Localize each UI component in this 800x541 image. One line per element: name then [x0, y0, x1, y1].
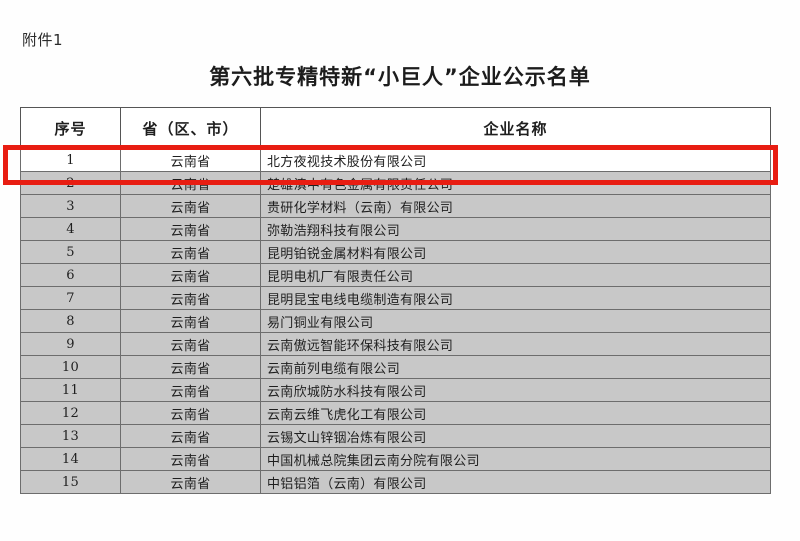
- cell-index: 3: [20, 194, 121, 218]
- column-header-province: 省（区、市）: [120, 107, 261, 149]
- table-row: 12 云南省 云南云维飞虎化工有限公司: [20, 401, 771, 425]
- cell-company-name: 云锡文山锌铟冶炼有限公司: [260, 424, 771, 448]
- page-title: 第六批专精特新“小巨人”企业公示名单: [209, 65, 591, 89]
- table-row: 15 云南省 中铝铝箔（云南）有限公司: [20, 470, 771, 494]
- table-row: 11 云南省 云南欣城防水科技有限公司: [20, 378, 771, 402]
- cell-province: 云南省: [120, 309, 261, 333]
- cell-company-name: 弥勒浩翔科技有限公司: [260, 217, 771, 241]
- cell-company-name: 云南傲远智能环保科技有限公司: [260, 332, 771, 356]
- cell-province: 云南省: [120, 240, 261, 264]
- cell-company-name: 昆明铂锐金属材料有限公司: [260, 240, 771, 264]
- table-row: 2 云南省 楚雄滇中有色金属有限责任公司: [20, 171, 771, 195]
- table-row: 7 云南省 昆明昆宝电线电缆制造有限公司: [20, 286, 771, 310]
- cell-province: 云南省: [120, 263, 261, 287]
- cell-province: 云南省: [120, 470, 261, 494]
- table-row: 5 云南省 昆明铂锐金属材料有限公司: [20, 240, 771, 264]
- cell-company-name: 昆明电机厂有限责任公司: [260, 263, 771, 287]
- cell-province: 云南省: [120, 332, 261, 356]
- cell-index: 15: [20, 470, 121, 494]
- table-row: 6 云南省 昆明电机厂有限责任公司: [20, 263, 771, 287]
- cell-company-name: 北方夜视技术股份有限公司: [260, 148, 771, 172]
- table-row: 1 云南省 北方夜视技术股份有限公司: [20, 148, 771, 172]
- cell-index: 9: [20, 332, 121, 356]
- cell-index: 8: [20, 309, 121, 333]
- table-row: 4 云南省 弥勒浩翔科技有限公司: [20, 217, 771, 241]
- cell-company-name: 云南前列电缆有限公司: [260, 355, 771, 379]
- table-header-row: 序号 省（区、市） 企业名称: [20, 107, 771, 149]
- cell-company-name: 中国机械总院集团云南分院有限公司: [260, 447, 771, 471]
- cell-index: 10: [20, 355, 121, 379]
- cell-index: 11: [20, 378, 121, 402]
- cell-index: 12: [20, 401, 121, 425]
- cell-company-name: 云南云维飞虎化工有限公司: [260, 401, 771, 425]
- cell-index: 4: [20, 217, 121, 241]
- cell-index: 2: [20, 171, 121, 195]
- column-header-index: 序号: [20, 107, 121, 149]
- table-row: 8 云南省 易门铜业有限公司: [20, 309, 771, 333]
- cell-index: 13: [20, 424, 121, 448]
- table-header: 序号 省（区、市） 企业名称: [20, 107, 771, 149]
- table-row: 13 云南省 云锡文山锌铟冶炼有限公司: [20, 424, 771, 448]
- cell-province: 云南省: [120, 401, 261, 425]
- cell-index: 5: [20, 240, 121, 264]
- cell-company-name: 贵研化学材料（云南）有限公司: [260, 194, 771, 218]
- table-row: 14 云南省 中国机械总院集团云南分院有限公司: [20, 447, 771, 471]
- cell-province: 云南省: [120, 286, 261, 310]
- cell-company-name: 云南欣城防水科技有限公司: [260, 378, 771, 402]
- company-listing-table: 序号 省（区、市） 企业名称 1 云南省 北方夜视技术股份有限公司 2 云南省 楚雄滇中有…: [20, 107, 771, 494]
- cell-company-name: 中铝铝箔（云南）有限公司: [260, 470, 771, 494]
- cell-company-name: 昆明昆宝电线电缆制造有限公司: [260, 286, 771, 310]
- table-row: 10 云南省 云南前列电缆有限公司: [20, 355, 771, 379]
- table-row: 9 云南省 云南傲远智能环保科技有限公司: [20, 332, 771, 356]
- cell-province: 云南省: [120, 148, 261, 172]
- attachment-label: 附件1: [22, 31, 64, 49]
- cell-index: 7: [20, 286, 121, 310]
- column-header-company: 企业名称: [260, 107, 771, 149]
- cell-index: 6: [20, 263, 121, 287]
- cell-province: 云南省: [120, 355, 261, 379]
- cell-index: 14: [20, 447, 121, 471]
- cell-province: 云南省: [120, 171, 261, 195]
- table-body: 1 云南省 北方夜视技术股份有限公司 2 云南省 楚雄滇中有色金属有限责任公司 3 云南省 贵研…: [20, 148, 771, 494]
- cell-index: 1: [20, 148, 121, 172]
- cell-province: 云南省: [120, 194, 261, 218]
- company-listing-table-wrapper: 序号 省（区、市） 企业名称 1 云南省 北方夜视技术股份有限公司 2 云南省 楚雄滇中有…: [20, 107, 771, 494]
- cell-province: 云南省: [120, 424, 261, 448]
- cell-company-name: 楚雄滇中有色金属有限责任公司: [260, 171, 771, 195]
- cell-company-name: 易门铜业有限公司: [260, 309, 771, 333]
- cell-province: 云南省: [120, 378, 261, 402]
- cell-province: 云南省: [120, 447, 261, 471]
- cell-province: 云南省: [120, 217, 261, 241]
- table-row: 3 云南省 贵研化学材料（云南）有限公司: [20, 194, 771, 218]
